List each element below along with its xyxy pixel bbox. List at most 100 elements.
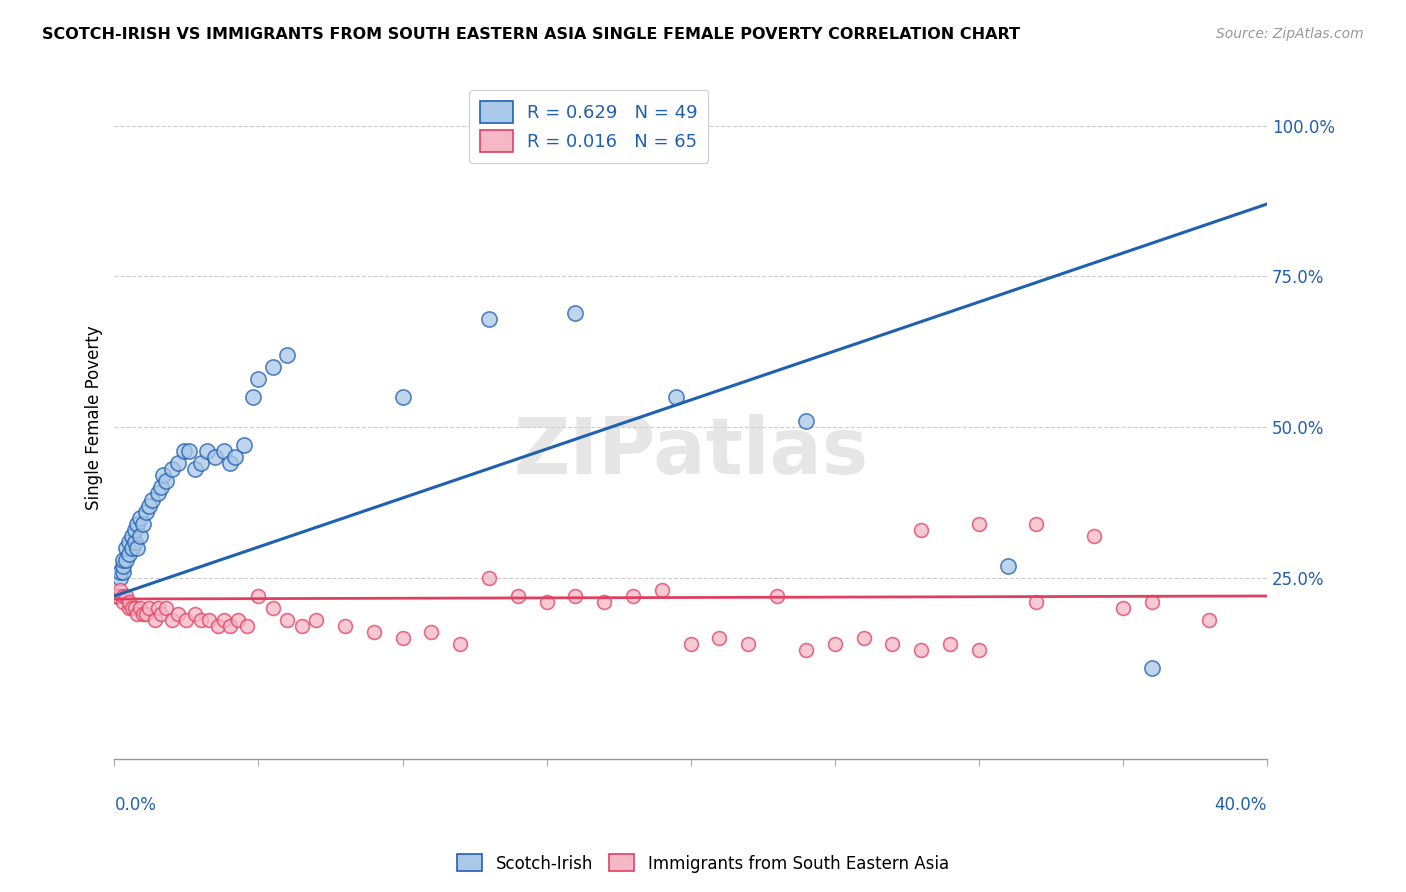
Point	[198, 613, 221, 627]
Point	[939, 637, 962, 651]
Point	[184, 462, 207, 476]
Y-axis label: Single Female Poverty: Single Female Poverty	[86, 326, 103, 510]
Point	[108, 565, 131, 579]
Point	[138, 499, 160, 513]
Point	[242, 390, 264, 404]
Point	[1112, 601, 1135, 615]
Point	[593, 595, 616, 609]
Point	[115, 553, 138, 567]
Point	[179, 444, 201, 458]
Point	[910, 643, 932, 657]
Point	[112, 595, 135, 609]
Point	[149, 480, 172, 494]
Legend: R = 0.629   N = 49, R = 0.016   N = 65: R = 0.629 N = 49, R = 0.016 N = 65	[470, 90, 709, 163]
Point	[108, 582, 131, 597]
Point	[824, 637, 846, 651]
Point	[967, 643, 990, 657]
Point	[143, 613, 166, 627]
Point	[207, 619, 229, 633]
Point	[127, 516, 149, 531]
Point	[124, 523, 146, 537]
Text: 0.0%: 0.0%	[114, 797, 156, 814]
Point	[276, 348, 298, 362]
Point	[1025, 516, 1047, 531]
Point	[1025, 595, 1047, 609]
Point	[276, 613, 298, 627]
Point	[173, 444, 195, 458]
Text: 40.0%: 40.0%	[1215, 797, 1267, 814]
Point	[737, 637, 759, 651]
Point	[129, 529, 152, 543]
Point	[262, 359, 284, 374]
Point	[149, 607, 172, 621]
Point	[112, 589, 135, 603]
Point	[449, 637, 471, 651]
Point	[766, 589, 789, 603]
Point	[160, 462, 183, 476]
Point	[1198, 613, 1220, 627]
Point	[124, 534, 146, 549]
Point	[247, 372, 270, 386]
Point	[478, 571, 501, 585]
Point	[118, 601, 141, 615]
Point	[564, 305, 586, 319]
Point	[621, 589, 644, 603]
Point	[291, 619, 314, 633]
Point	[132, 607, 155, 621]
Point	[115, 541, 138, 555]
Point	[1083, 529, 1105, 543]
Point	[155, 475, 177, 489]
Point	[1140, 661, 1163, 675]
Point	[127, 607, 149, 621]
Point	[121, 541, 143, 555]
Point	[204, 450, 226, 465]
Point	[141, 492, 163, 507]
Point	[218, 619, 240, 633]
Point	[391, 390, 413, 404]
Point	[420, 625, 443, 640]
Point	[146, 601, 169, 615]
Point	[124, 601, 146, 615]
Point	[146, 486, 169, 500]
Point	[226, 613, 249, 627]
Point	[184, 607, 207, 621]
Point	[1140, 595, 1163, 609]
Point	[127, 541, 149, 555]
Point	[794, 414, 817, 428]
Point	[882, 637, 904, 651]
Point	[852, 631, 875, 645]
Point	[212, 613, 235, 627]
Point	[121, 529, 143, 543]
Text: SCOTCH-IRISH VS IMMIGRANTS FROM SOUTH EASTERN ASIA SINGLE FEMALE POVERTY CORRELA: SCOTCH-IRISH VS IMMIGRANTS FROM SOUTH EA…	[42, 27, 1021, 42]
Point	[665, 390, 688, 404]
Point	[105, 589, 128, 603]
Point	[118, 534, 141, 549]
Point	[129, 510, 152, 524]
Point	[108, 571, 131, 585]
Point	[709, 631, 731, 645]
Point	[135, 505, 157, 519]
Point	[363, 625, 385, 640]
Point	[247, 589, 270, 603]
Point	[910, 523, 932, 537]
Point	[305, 613, 328, 627]
Point	[118, 547, 141, 561]
Point	[115, 589, 138, 603]
Point	[195, 444, 218, 458]
Point	[160, 613, 183, 627]
Point	[112, 553, 135, 567]
Point	[333, 619, 356, 633]
Point	[997, 558, 1019, 573]
Point	[176, 613, 198, 627]
Point	[794, 643, 817, 657]
Point	[564, 589, 586, 603]
Point	[112, 558, 135, 573]
Point	[536, 595, 558, 609]
Point	[679, 637, 702, 651]
Point	[138, 601, 160, 615]
Point	[391, 631, 413, 645]
Point	[212, 444, 235, 458]
Text: ZIPatlas: ZIPatlas	[513, 414, 868, 491]
Point	[190, 456, 212, 470]
Point	[166, 456, 188, 470]
